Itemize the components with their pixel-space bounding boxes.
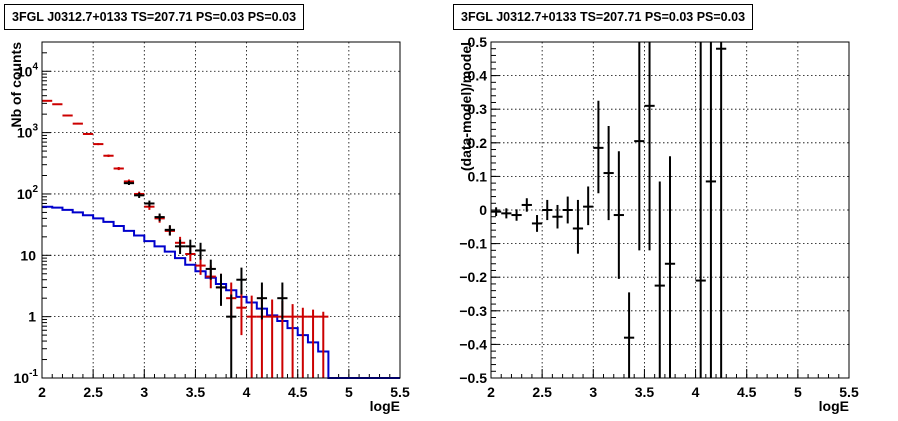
x-axis-title: logE xyxy=(370,398,400,414)
x-tick-label: 4 xyxy=(692,384,700,400)
plot-frame xyxy=(41,41,401,379)
y-tick-label: 1 xyxy=(28,309,36,325)
y-tick-label: 102 xyxy=(17,184,39,202)
x-tick-label: 3.5 xyxy=(186,384,206,400)
y-tick-label: −0.2 xyxy=(459,269,487,285)
x-tick-label: 5 xyxy=(345,384,353,400)
x-tick-label: 3 xyxy=(140,384,148,400)
chart-title: 3FGL J0312.7+0133 TS=207.71 PS=0.03 PS=0… xyxy=(453,4,754,30)
y-tick-label: 104 xyxy=(17,61,39,79)
grid xyxy=(42,42,400,378)
series-1 xyxy=(42,99,329,378)
y-tick-label: 103 xyxy=(17,123,39,141)
y-tick-label: 10 xyxy=(20,247,36,263)
y-axis-title: (data-model)/model xyxy=(458,42,474,171)
y-tick-label: 0.3 xyxy=(468,101,488,117)
spectrum-panel: 2 2.5 3 3.5 4 4.5 5 5.5 10-1 1 10 102 103 104 logE Nb o… xyxy=(4,4,410,414)
x-tick-label: 4.5 xyxy=(737,384,757,400)
y-tick-label: −0.5 xyxy=(459,370,487,386)
series-0 xyxy=(491,42,727,378)
x-tick-label: 3.5 xyxy=(635,384,655,400)
x-tick-label: 3 xyxy=(589,384,597,400)
y-tick-label: 10-1 xyxy=(14,368,39,386)
x-tick-label: 4.5 xyxy=(288,384,308,400)
y-tick-label: −0.4 xyxy=(459,336,487,352)
chart-title: 3FGL J0312.7+0133 TS=207.71 PS=0.03 PS=0… xyxy=(4,4,305,30)
y-tick-label: 0.1 xyxy=(468,168,488,184)
y-tick-label: 0.2 xyxy=(468,135,488,151)
x-tick-label: 2 xyxy=(38,384,46,400)
residual-panel: 2 2.5 3 3.5 4 4.5 5 5.5 −0.5 −0.4 −0.3 −0.2 −0.1 0 0.1… xyxy=(449,0,898,421)
residual-chart: 2 2.5 3 3.5 4 4.5 5 5.5 −0.5 −0.4 −0.3 −0.2 −0.1 0 0.1… xyxy=(458,34,859,414)
x-tick-label: 2 xyxy=(487,384,495,400)
y-tick-label: 0.5 xyxy=(468,34,488,50)
x-tick-label: 2.5 xyxy=(83,384,103,400)
plot-frame xyxy=(490,41,850,379)
y-tick-label: −0.3 xyxy=(459,303,487,319)
y-tick-label: 0 xyxy=(479,202,487,218)
y-tick-label: −0.1 xyxy=(459,236,487,252)
x-tick-label: 5 xyxy=(794,384,802,400)
spectrum-chart: 2 2.5 3 3.5 4 4.5 5 5.5 10-1 1 10 102 103 104 logE Nb o… xyxy=(8,41,410,414)
x-tick-label: 5.5 xyxy=(839,384,859,400)
y-tick-label: 0.4 xyxy=(468,68,488,84)
x-axis-title: logE xyxy=(819,398,849,414)
x-tick-label: 4 xyxy=(243,384,251,400)
y-axis-title: Nb of counts xyxy=(8,42,24,128)
x-tick-label: 2.5 xyxy=(532,384,552,400)
series-2 xyxy=(123,181,288,378)
x-tick-label: 5.5 xyxy=(390,384,410,400)
